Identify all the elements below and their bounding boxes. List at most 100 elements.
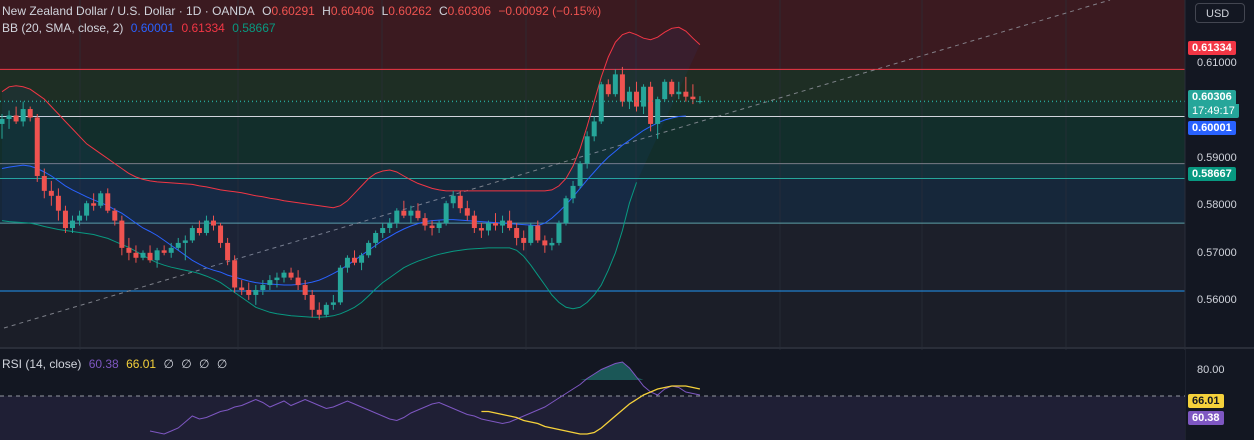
candle-body-86 <box>605 84 611 95</box>
candle-body-21 <box>147 252 153 261</box>
candle-body-36 <box>253 289 259 295</box>
candles <box>0 66 703 320</box>
candle-body-54 <box>380 228 386 233</box>
bb-basis-badge: 0.60001 <box>1188 121 1236 135</box>
bb-basis-value: 0.60001 <box>130 21 175 35</box>
candle-body-49 <box>344 257 350 268</box>
price-tick-0.57: 0.57000 <box>1197 247 1237 259</box>
candle-body-5 <box>34 117 40 176</box>
open-value: 0.60291 <box>271 4 315 18</box>
currency-button[interactable]: USD <box>1195 3 1245 23</box>
low-label: L <box>381 4 389 18</box>
candle-body-4 <box>27 109 33 118</box>
candle-body-22 <box>154 250 160 261</box>
close-label: C <box>439 4 448 18</box>
candle-body-25 <box>175 242 181 248</box>
candle-body-87 <box>612 74 618 95</box>
zone-bottom <box>0 290 1185 347</box>
last-price-badge: 0.60306 <box>1188 90 1236 104</box>
candle-body-84 <box>591 121 597 137</box>
candle-body-17 <box>119 220 125 248</box>
candle-body-37 <box>260 285 266 290</box>
candle-body-64 <box>450 195 456 204</box>
symbol-legend[interactable]: New Zealand Dollar / U.S. Dollar · 1D · … <box>2 4 605 18</box>
rsi-tick-80: 80.00 <box>1197 364 1225 376</box>
rsi-ma-value: 66.01 <box>126 357 157 371</box>
rsi-empty-1: ∅ <box>163 357 174 371</box>
candle-body-41 <box>288 272 294 278</box>
candle-body-61 <box>429 225 435 229</box>
zone-1 <box>0 69 1185 102</box>
rsi-empty-2: ∅ <box>181 357 192 371</box>
low-value: 0.60262 <box>388 4 432 18</box>
rsi-empty-3: ∅ <box>199 357 210 371</box>
candle-body-93 <box>655 99 661 124</box>
candle-body-46 <box>323 304 329 315</box>
candle-body-44 <box>309 294 315 310</box>
candle-body-81 <box>570 185 576 199</box>
trend-line <box>3 0 1111 329</box>
candle-body-6 <box>41 175 47 191</box>
candle-body-57 <box>401 210 407 216</box>
candle-body-60 <box>422 218 428 226</box>
candle-body-0 <box>0 118 5 124</box>
candle-body-98 <box>690 96 696 100</box>
candle-body-51 <box>359 255 365 263</box>
candle-body-26 <box>182 240 188 243</box>
symbol-title: New Zealand Dollar / U.S. Dollar · 1D · … <box>2 4 255 18</box>
price-tick-0.58: 0.58000 <box>1197 199 1237 211</box>
candle-body-43 <box>302 285 308 295</box>
candle-body-3 <box>20 109 26 122</box>
rsi-empty-4: ∅ <box>216 357 228 371</box>
candle-body-14 <box>98 193 104 206</box>
candle-body-16 <box>112 210 118 221</box>
candle-body-82 <box>577 163 583 186</box>
candle-body-18 <box>126 247 132 253</box>
rsi-badge: 60.38 <box>1188 411 1224 425</box>
candle-body-23 <box>161 250 167 253</box>
candle-body-35 <box>246 289 252 295</box>
candle-body-20 <box>140 252 146 258</box>
candle-body-59 <box>415 210 421 219</box>
candle-body-68 <box>478 228 484 231</box>
ohlc-low: L0.60262 <box>382 4 432 18</box>
candle-body-65 <box>457 195 463 209</box>
bb-upper-line <box>1 26 701 209</box>
countdown-badge: 17:49:17 <box>1188 104 1239 118</box>
candle-body-50 <box>352 257 357 263</box>
candle-body-72 <box>507 220 513 229</box>
bb-legend[interactable]: BB (20, SMA, close, 2) 0.60001 0.61334 0… <box>2 21 280 35</box>
candle-body-63 <box>443 203 449 224</box>
candle-body-77 <box>542 240 548 246</box>
candle-body-34 <box>239 287 245 290</box>
zone-4 <box>0 163 1185 179</box>
candle-body-97 <box>683 91 689 97</box>
bb-upper-value: 0.61334 <box>181 21 225 35</box>
candle-body-39 <box>274 277 280 281</box>
rsi-legend[interactable]: RSI (14, close) 60.38 66.01 ∅ ∅ ∅ ∅ <box>2 357 231 371</box>
price-tick-0.61: 0.61000 <box>1197 57 1237 69</box>
rsi-ma-line <box>481 385 701 435</box>
candle-body-99 <box>697 101 703 103</box>
bb-lower-badge: 0.58667 <box>1188 167 1236 181</box>
high-label: H <box>322 4 331 18</box>
bb-label: BB (20, SMA, close, 2) <box>2 21 124 35</box>
candle-body-69 <box>485 223 491 231</box>
candle-body-79 <box>556 223 562 243</box>
candle-body-42 <box>295 277 301 286</box>
candle-body-75 <box>528 225 534 243</box>
open-label: O <box>262 4 272 18</box>
candle-body-80 <box>563 198 569 224</box>
candle-body-27 <box>189 228 195 241</box>
bb-lower-value: 0.58667 <box>232 21 276 35</box>
rsi-value: 60.38 <box>88 357 119 371</box>
price-tick-0.56: 0.56000 <box>1197 294 1237 306</box>
ohlc-high: H0.60406 <box>322 4 374 18</box>
candle-body-9 <box>62 210 68 229</box>
candle-body-89 <box>626 91 632 102</box>
candle-body-66 <box>464 208 470 216</box>
candle-body-19 <box>133 252 139 258</box>
rsi-ma-badge: 66.01 <box>1188 394 1224 408</box>
candle-body-78 <box>549 242 555 246</box>
